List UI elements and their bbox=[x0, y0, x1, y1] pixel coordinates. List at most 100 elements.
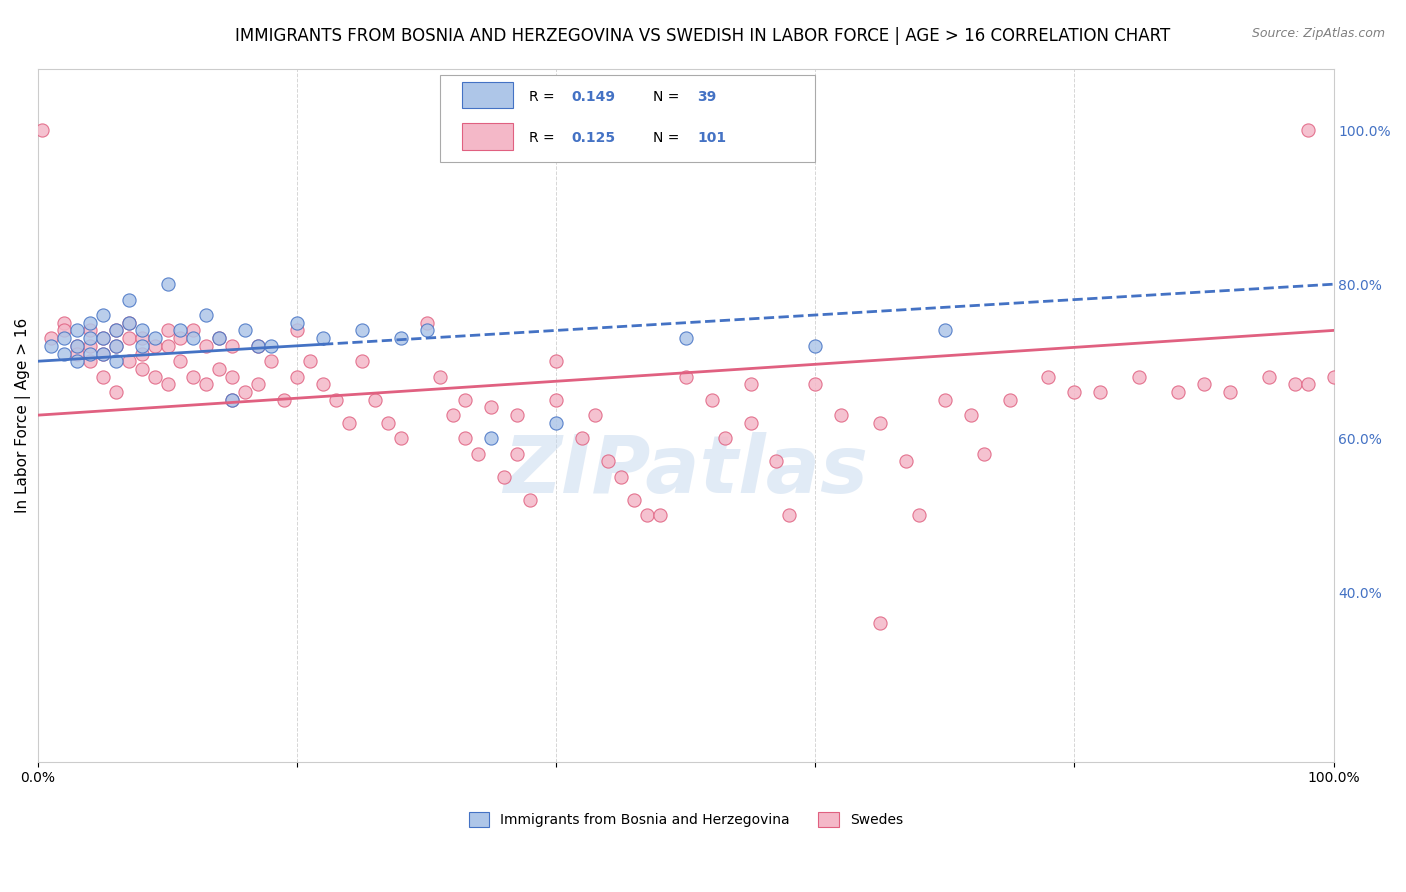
Point bbox=[908, 508, 931, 523]
Point bbox=[221, 339, 243, 353]
Point bbox=[804, 377, 827, 392]
Point bbox=[869, 616, 891, 631]
Point bbox=[934, 392, 956, 407]
Point bbox=[364, 392, 387, 407]
Point bbox=[247, 339, 270, 353]
Point bbox=[131, 346, 153, 360]
Point bbox=[247, 339, 270, 353]
Point bbox=[221, 369, 243, 384]
Point bbox=[52, 316, 75, 330]
Point bbox=[285, 369, 308, 384]
Text: 39: 39 bbox=[697, 89, 717, 103]
Text: N =: N = bbox=[654, 89, 685, 103]
Point bbox=[91, 346, 114, 360]
Point bbox=[298, 354, 321, 368]
Point bbox=[1219, 384, 1241, 399]
Point bbox=[700, 392, 723, 407]
Point bbox=[636, 508, 658, 523]
Point bbox=[675, 331, 697, 345]
Text: Source: ZipAtlas.com: Source: ZipAtlas.com bbox=[1251, 27, 1385, 40]
Point bbox=[79, 323, 101, 337]
Point bbox=[52, 323, 75, 337]
Point bbox=[1128, 369, 1150, 384]
FancyBboxPatch shape bbox=[461, 82, 513, 109]
Point bbox=[221, 392, 243, 407]
Point bbox=[104, 354, 127, 368]
Point bbox=[79, 346, 101, 360]
Point bbox=[91, 346, 114, 360]
Point bbox=[66, 323, 89, 337]
Text: ZIPatlas: ZIPatlas bbox=[503, 432, 869, 509]
Point bbox=[765, 454, 787, 468]
Point bbox=[1167, 384, 1189, 399]
Point bbox=[973, 447, 995, 461]
Point bbox=[260, 354, 283, 368]
Point bbox=[830, 408, 852, 422]
Point bbox=[519, 492, 541, 507]
Point bbox=[66, 346, 89, 360]
Point bbox=[312, 331, 335, 345]
Point bbox=[1063, 384, 1085, 399]
Point bbox=[79, 316, 101, 330]
Point bbox=[1284, 377, 1306, 392]
Point bbox=[479, 401, 502, 415]
Point bbox=[195, 308, 218, 322]
Point bbox=[183, 323, 205, 337]
Point bbox=[131, 362, 153, 376]
Point bbox=[117, 316, 139, 330]
Point bbox=[117, 354, 139, 368]
Point bbox=[195, 377, 218, 392]
Point bbox=[959, 408, 981, 422]
Point bbox=[1192, 377, 1215, 392]
Point bbox=[778, 508, 800, 523]
Point bbox=[156, 377, 179, 392]
Point bbox=[389, 431, 412, 445]
Point bbox=[208, 362, 231, 376]
Point bbox=[156, 277, 179, 292]
Point bbox=[117, 316, 139, 330]
Point bbox=[454, 392, 477, 407]
Point bbox=[429, 369, 451, 384]
Point bbox=[195, 339, 218, 353]
Legend: Immigrants from Bosnia and Herzegovina, Swedes: Immigrants from Bosnia and Herzegovina, … bbox=[463, 807, 908, 833]
Point bbox=[506, 408, 529, 422]
Point bbox=[143, 369, 166, 384]
Point bbox=[1296, 377, 1319, 392]
Point bbox=[648, 508, 671, 523]
Point bbox=[79, 339, 101, 353]
FancyBboxPatch shape bbox=[461, 123, 513, 150]
Point bbox=[52, 346, 75, 360]
Point bbox=[596, 454, 619, 468]
Point bbox=[104, 323, 127, 337]
Point bbox=[312, 377, 335, 392]
Point bbox=[39, 339, 62, 353]
Point bbox=[675, 369, 697, 384]
Point bbox=[66, 339, 89, 353]
Point bbox=[31, 123, 53, 137]
Point bbox=[91, 308, 114, 322]
Point bbox=[377, 416, 399, 430]
Point bbox=[1038, 369, 1060, 384]
Point bbox=[66, 339, 89, 353]
Point bbox=[131, 331, 153, 345]
Point bbox=[350, 354, 373, 368]
Point bbox=[623, 492, 645, 507]
Point bbox=[104, 339, 127, 353]
Point bbox=[131, 323, 153, 337]
Text: 101: 101 bbox=[697, 131, 727, 145]
Point bbox=[571, 431, 593, 445]
Point bbox=[934, 323, 956, 337]
Point bbox=[998, 392, 1021, 407]
FancyBboxPatch shape bbox=[440, 76, 815, 162]
Point bbox=[208, 331, 231, 345]
Point bbox=[117, 331, 139, 345]
Point bbox=[1090, 384, 1112, 399]
Point bbox=[325, 392, 347, 407]
Point bbox=[713, 431, 735, 445]
Point bbox=[104, 323, 127, 337]
Point bbox=[389, 331, 412, 345]
Point bbox=[260, 339, 283, 353]
Point bbox=[546, 392, 568, 407]
Point bbox=[454, 431, 477, 445]
Point bbox=[610, 469, 633, 483]
